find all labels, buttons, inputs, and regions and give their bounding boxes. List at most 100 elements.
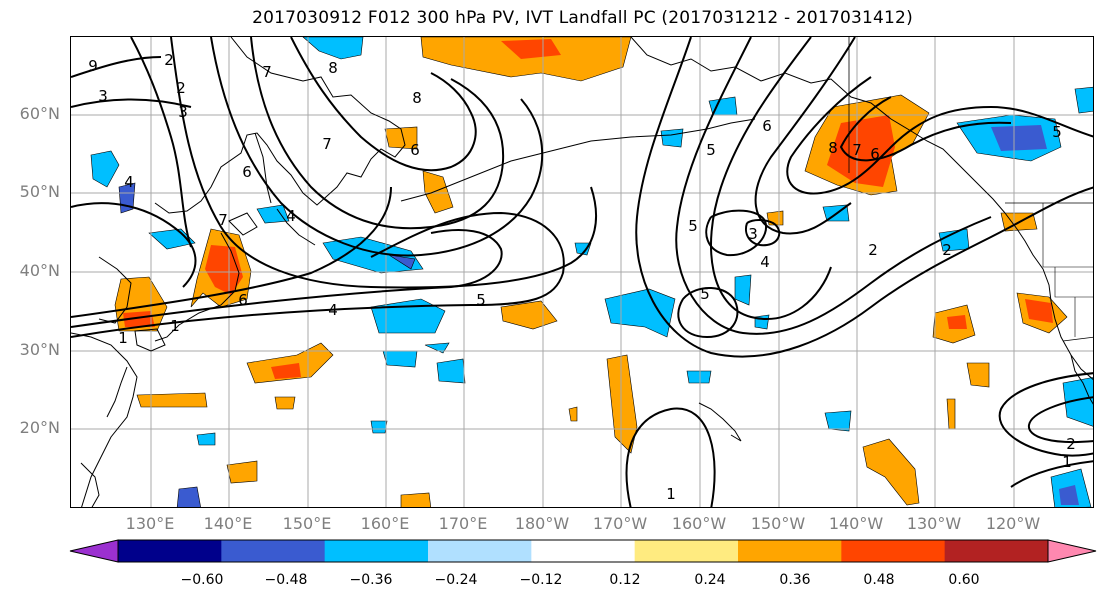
contour-label: 3 [748, 225, 758, 243]
pv-contour [635, 37, 1093, 358]
anomaly-region [90, 150, 120, 188]
contour-label: 3 [178, 103, 188, 121]
colorbar-segment [841, 540, 946, 562]
pv-contour [130, 37, 192, 248]
contour-label: 6 [870, 145, 880, 163]
coastline-alaska [630, 37, 1006, 214]
anomaly-region [862, 438, 920, 506]
anomaly-region [966, 362, 990, 388]
anomaly-region [947, 315, 967, 329]
contour-label: 4 [328, 301, 338, 319]
anomaly-region [422, 170, 454, 214]
anomaly-region [754, 314, 770, 330]
pv-contour [250, 37, 505, 230]
contour-label: 1 [118, 329, 128, 347]
contour-label: 6 [762, 117, 772, 135]
pv-contour [677, 286, 739, 339]
contour-label: 8 [828, 139, 838, 157]
colorbar-segment [634, 540, 739, 562]
contour-label: 5 [1052, 123, 1062, 141]
coastline-china [71, 332, 138, 507]
contour-label: 7 [322, 135, 332, 153]
colorbar-tick-label: −0.24 [434, 572, 478, 588]
colorbar-tick-label: −0.36 [349, 572, 393, 588]
pv-contour [745, 219, 781, 247]
anomaly-region [136, 392, 208, 408]
colorbar-extend-min [69, 539, 119, 563]
anomaly-region [991, 125, 1047, 151]
coastline-kyushu [134, 328, 166, 352]
pv-contour [839, 96, 1012, 162]
colorbar-extend-max [1047, 539, 1097, 563]
colorbar-outline [117, 539, 1049, 563]
pv-contour [625, 407, 716, 507]
anomaly-region [501, 39, 561, 59]
lat-label-60n: 60°N [19, 104, 60, 123]
lon-label: 170°W [592, 514, 648, 533]
coastline-bc [1004, 212, 1093, 380]
anomaly-region [271, 363, 301, 379]
contour-label: 2 [942, 241, 952, 259]
anomaly-region [420, 37, 632, 82]
lon-label: 140°E [203, 514, 253, 533]
anomaly-region [827, 115, 895, 187]
colorbar-segment [324, 540, 429, 562]
lon-label: 160°W [671, 514, 727, 533]
coastline-hokkaido [228, 212, 258, 236]
lat-label-50n: 50°N [19, 182, 60, 201]
anomaly-region [946, 398, 956, 430]
negative-anomaly-regions [90, 37, 1093, 507]
lon-label: 150°E [282, 514, 332, 533]
lon-label: 180°W [514, 514, 570, 533]
lon-label: 160°E [360, 514, 410, 533]
pv-contour-labels: 9 7 3 2 4 6 7 7 1 6 4 4 5 1 6 8 8 5 5 2 … [88, 51, 1076, 503]
coastline-sakhalin [254, 132, 272, 204]
contour-label: 8 [328, 59, 338, 77]
colorbar-segment [118, 540, 222, 562]
contour-label: 1 [1062, 453, 1072, 471]
coastline-aleutians [400, 118, 756, 202]
lat-label-40n: 40°N [19, 261, 60, 280]
coastline-japan [154, 232, 240, 342]
pv-contour [210, 37, 544, 257]
coastline-hawaii [698, 402, 742, 442]
colorbar-segment [531, 540, 636, 562]
coastline-philippines [80, 462, 100, 507]
lat-label-20n: 20°N [19, 418, 60, 437]
contour-label: 3 [98, 87, 108, 105]
coastline-baja [1070, 354, 1093, 405]
pv-contour [1027, 396, 1093, 444]
contour-label: 6 [242, 163, 252, 181]
anomaly-region [400, 492, 432, 507]
colorbar-segment [221, 540, 326, 562]
anomaly-region [766, 210, 784, 226]
lon-label: 130°W [906, 514, 962, 533]
anomaly-region [123, 311, 155, 327]
colorbar-segments [69, 539, 1097, 563]
colorbar-segment [428, 540, 532, 562]
colorbar-tick-label: 0.36 [779, 572, 811, 588]
anomaly-region [382, 350, 418, 368]
contour-label: 2 [176, 79, 186, 97]
coastline-korea [98, 256, 132, 324]
contour-label: 4 [760, 253, 770, 271]
pv-contour [290, 37, 477, 172]
lon-label: 140°W [828, 514, 884, 533]
contour-label: 2 [1066, 435, 1076, 453]
map-title: 2017030912 F012 300 hPa PV, IVT Landfall… [252, 8, 913, 28]
contour-label: 4 [124, 173, 134, 191]
colorbar-tick-label: 0.24 [694, 572, 726, 588]
contour-label: 7 [262, 63, 272, 81]
anomaly-region [1074, 86, 1093, 114]
pv-contour [754, 37, 856, 235]
anomaly-region [500, 300, 558, 330]
border-states [1054, 267, 1093, 337]
anomaly-region [176, 486, 201, 507]
colorbar-tick-label: 0.48 [863, 572, 895, 588]
anomaly-region [1025, 299, 1053, 323]
contour-label: 8 [412, 89, 422, 107]
border-province [1042, 203, 1093, 268]
contour-label: 5 [706, 141, 716, 159]
pv-contour [710, 37, 832, 320]
anomaly-region [734, 274, 752, 306]
